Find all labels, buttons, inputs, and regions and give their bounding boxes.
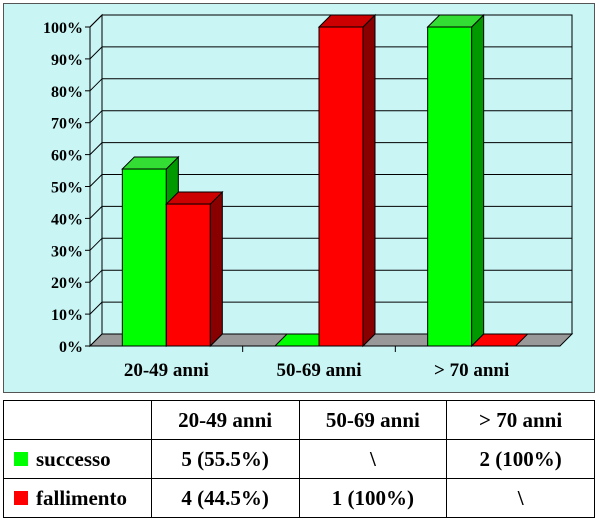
chart-panel: 0% 10% 20% 30% 40% 50% 60% 70% 80% 90% 100% 20-49 a… — [3, 3, 595, 393]
gridline-side — [89, 206, 103, 219]
table-row: fallimento 4 (44.5%) 1 (100%) \ — [3, 478, 595, 518]
bar-chart: 0% 10% 20% 30% 40% 50% 60% 70% 80% 90% 100% 20-49 a… — [43, 13, 574, 381]
gridline-side — [89, 174, 103, 187]
y-tick-label: 70% — [51, 116, 83, 133]
y-tick-label: 20% — [51, 275, 83, 292]
table-corner-cell — [3, 400, 152, 440]
table-cell: 2 (100%) — [446, 439, 595, 479]
row-header-fallimento: fallimento — [3, 478, 152, 518]
y-tick-label: 90% — [51, 52, 83, 69]
gridline-side — [89, 14, 103, 28]
fallimento-legend-swatch — [14, 490, 28, 505]
table-cell: 1 (100%) — [298, 478, 448, 518]
bar-top-successo — [426, 14, 485, 28]
gridline-side — [89, 237, 103, 251]
gridline-side — [89, 110, 103, 124]
y-tick-label: 60% — [51, 148, 83, 165]
x-tick-label: > 70 anni — [434, 360, 509, 381]
bar-top-successo — [121, 156, 180, 170]
table-cell: \ — [446, 478, 595, 518]
row-label: successo — [36, 446, 111, 471]
gridline-side — [89, 142, 103, 155]
gridline-side — [89, 46, 103, 60]
column-header: > 70 anni — [446, 400, 595, 440]
row-header-successo: successo — [3, 439, 152, 479]
bar-successo — [427, 26, 473, 347]
y-tick-label: 0% — [59, 339, 83, 356]
y-tick-label: 30% — [51, 243, 83, 260]
successo-legend-swatch — [14, 451, 28, 466]
y-tick-label: 50% — [51, 180, 83, 197]
bar-successo — [121, 168, 167, 347]
table-cell: 5 (55.5%) — [150, 439, 300, 479]
bar-side-successo — [471, 13, 485, 348]
gridline-side — [89, 78, 103, 92]
gridline-side — [89, 301, 103, 315]
column-header: 50-69 anni — [298, 400, 448, 440]
bar-side-fallimento — [362, 13, 376, 348]
bar-fallimento — [165, 203, 211, 347]
bar-fallimento — [318, 26, 364, 347]
column-header: 20-49 anni — [150, 400, 300, 440]
y-tick-label: 40% — [51, 211, 83, 228]
gridline-side — [89, 269, 103, 283]
row-label: fallimento — [36, 485, 127, 510]
x-tick-label: 20-49 anni — [124, 360, 209, 381]
table-cell: \ — [298, 439, 448, 479]
y-tick-label: 100% — [43, 20, 83, 37]
y-tick-label: 80% — [51, 84, 83, 101]
table-cell: 4 (44.5%) — [150, 478, 300, 518]
table-row: successo 5 (55.5%) \ 2 (100%) — [3, 439, 595, 479]
bar-top-fallimento — [317, 14, 377, 28]
bar-side-fallimento — [209, 190, 223, 348]
data-table: 20-49 anni 50-69 anni > 70 anni successo… — [3, 400, 595, 518]
table-header-row: 20-49 anni 50-69 anni > 70 anni — [3, 400, 595, 440]
x-tick-label: 50-69 anni — [277, 360, 362, 381]
y-tick-label: 10% — [51, 307, 83, 324]
bar-top-fallimento — [165, 191, 224, 205]
